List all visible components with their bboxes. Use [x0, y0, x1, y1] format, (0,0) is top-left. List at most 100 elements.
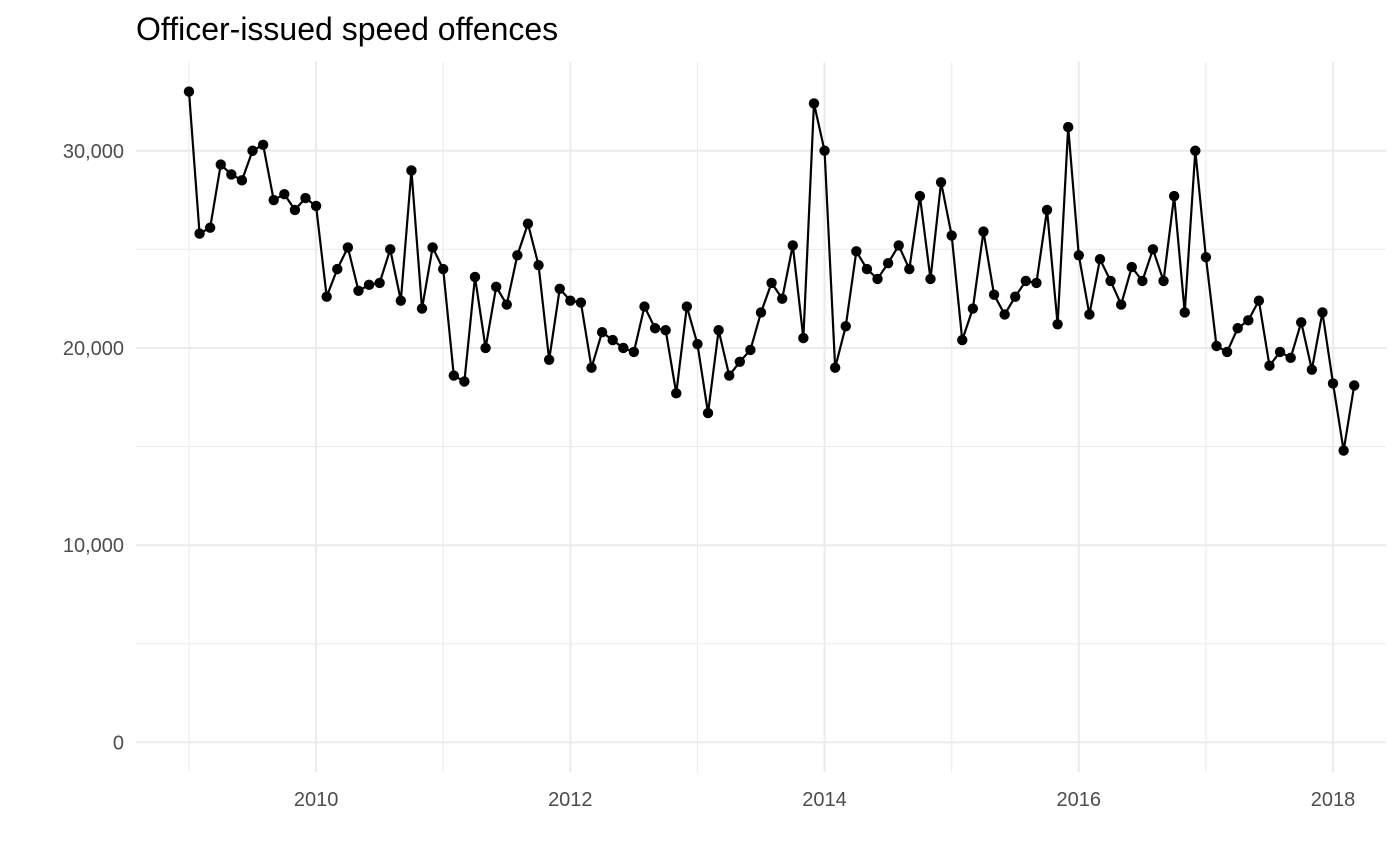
data-point [861, 263, 873, 275]
data-point [1338, 445, 1349, 456]
data-point [755, 307, 767, 318]
data-point [565, 295, 576, 306]
x-tick-label: 2018 [1311, 789, 1356, 811]
data-point [607, 334, 618, 346]
x-tick-label: 2016 [1057, 789, 1102, 811]
y-tick-label: 0 [113, 732, 124, 754]
data-point [1158, 275, 1169, 287]
data-point [946, 230, 957, 241]
data-point [1168, 190, 1180, 202]
y-tick-label: 20,000 [63, 338, 124, 360]
data-point [1221, 346, 1233, 358]
data-point [1296, 317, 1307, 328]
data-point [724, 370, 735, 381]
grid [136, 62, 1386, 772]
data-point [1243, 315, 1254, 326]
data-point [533, 259, 544, 271]
data-point [872, 273, 883, 285]
data-point [1306, 364, 1318, 375]
data-point [416, 303, 428, 314]
data-point [904, 263, 915, 275]
data-point [406, 165, 417, 176]
data-point [257, 139, 269, 151]
data-point [1179, 307, 1190, 318]
data-point [1274, 346, 1286, 358]
data-point [279, 188, 290, 200]
data-point [1031, 277, 1042, 289]
chart-title: Officer-issued speed offences [136, 11, 558, 47]
data-point [1285, 352, 1296, 364]
data-point [787, 240, 798, 251]
data-point [289, 204, 301, 216]
series-layer [183, 86, 1360, 456]
data-point [1126, 261, 1137, 273]
data-point [681, 301, 693, 312]
data-point [448, 370, 459, 381]
data-point [692, 338, 703, 350]
data-point [914, 190, 926, 202]
data-point [332, 263, 343, 275]
x-tick-label: 2014 [802, 789, 847, 811]
data-point [1317, 307, 1328, 318]
data-point [226, 169, 237, 180]
data-point [1327, 378, 1339, 389]
data-point [194, 228, 205, 239]
data-point [596, 326, 608, 338]
data-point [321, 291, 332, 302]
data-point [469, 271, 481, 283]
data-point [671, 388, 682, 399]
data-point [1200, 252, 1212, 263]
data-point [978, 226, 989, 237]
data-point [713, 325, 724, 336]
data-point [745, 344, 756, 356]
data-point [1211, 340, 1222, 352]
data-point [427, 242, 438, 253]
data-point [649, 323, 661, 334]
data-point [882, 257, 894, 269]
data-point [342, 242, 354, 253]
data-point [575, 297, 587, 308]
data-point [385, 244, 396, 255]
data-point [840, 321, 851, 332]
y-tick-label: 10,000 [63, 535, 124, 557]
data-point [808, 98, 820, 109]
data-point [554, 283, 565, 295]
data-point [1094, 254, 1106, 265]
data-point [1105, 275, 1116, 287]
data-point [819, 145, 830, 156]
data-point [247, 145, 258, 156]
data-point [1073, 250, 1085, 261]
data-point [501, 299, 512, 310]
data-point [459, 376, 470, 387]
data-point [628, 346, 640, 358]
data-point [1010, 291, 1021, 302]
data-point [935, 177, 947, 188]
data-point [480, 342, 491, 354]
data-point [1052, 319, 1063, 330]
data-point [1115, 299, 1127, 310]
data-point [766, 277, 777, 289]
axis-labels: 0 10,000 20,000 30,000 2010 2012 2014 2016 2018 [63, 141, 1355, 811]
data-point [395, 295, 407, 306]
data-point [1137, 275, 1148, 287]
data-point [999, 309, 1010, 320]
data-point [586, 362, 597, 373]
data-point [1190, 145, 1201, 156]
data-point [1147, 244, 1159, 255]
data-point [925, 273, 936, 285]
data-point [1264, 360, 1275, 371]
x-tick-label: 2010 [294, 789, 339, 811]
data-point [660, 325, 671, 336]
data-point [618, 342, 629, 354]
x-tick-label: 2012 [548, 789, 593, 811]
data-point [851, 246, 862, 257]
data-point [798, 332, 809, 344]
data-point [268, 194, 279, 206]
y-tick-label: 30,000 [63, 141, 124, 163]
data-point [829, 362, 841, 373]
data-point [236, 175, 248, 186]
data-point [1041, 204, 1053, 216]
data-point [1349, 380, 1360, 391]
